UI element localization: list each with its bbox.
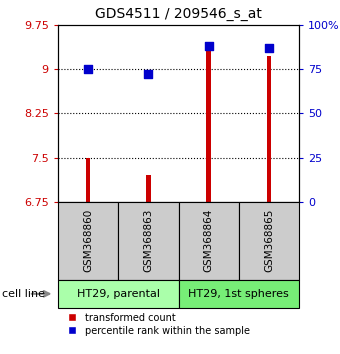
Bar [267,56,271,202]
Text: GSM368865: GSM368865 [264,209,274,273]
Bar [178,202,239,280]
Bar [239,202,299,280]
Point [266,45,272,51]
Text: GSM368863: GSM368863 [143,209,153,273]
Legend: transformed count, percentile rank within the sample: transformed count, percentile rank withi… [63,313,250,336]
Bar [206,50,211,202]
Bar [178,280,299,308]
Text: HT29, 1st spheres: HT29, 1st spheres [188,289,289,299]
Text: GSM368860: GSM368860 [83,209,93,272]
Text: cell line: cell line [2,289,45,299]
Bar [58,280,178,308]
Title: GDS4511 / 209546_s_at: GDS4511 / 209546_s_at [95,7,262,21]
Bar [118,202,178,280]
Bar [146,175,151,202]
Point [206,43,211,49]
Bar [58,202,118,280]
Text: HT29, parental: HT29, parental [76,289,160,299]
Text: GSM368864: GSM368864 [204,209,214,273]
Bar [86,158,90,202]
Point [85,66,91,72]
Point [146,72,151,77]
